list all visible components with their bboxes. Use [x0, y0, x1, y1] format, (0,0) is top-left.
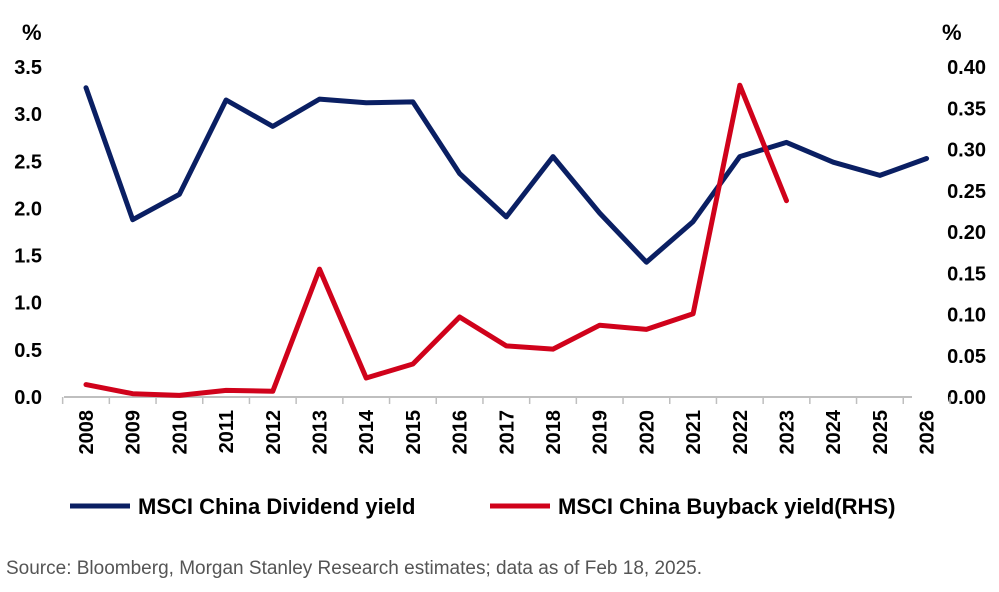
x-tick-label: 2023: [777, 410, 799, 455]
right-tick-label: 0.10: [947, 305, 986, 327]
x-tick-label: 2009: [123, 410, 145, 455]
source-note: Source: Bloomberg, Morgan Stanley Resear…: [6, 558, 702, 579]
right-axis-ticks: 0.40 0.35 0.30 0.25 0.20 0.15 0.10 0.05 0.00: [947, 57, 986, 409]
left-tick-label: 1.0: [14, 293, 42, 315]
left-axis-unit: %: [22, 20, 42, 45]
x-tick-label: 2021: [683, 410, 705, 455]
legend-label-dividend: MSCI China Dividend yield: [138, 494, 415, 519]
left-tick-label: 3.0: [14, 104, 42, 126]
legend-label-buyback: MSCI China Buyback yield(RHS): [558, 494, 895, 519]
left-tick-label: 0.0: [14, 387, 42, 409]
right-tick-label: 0.25: [947, 181, 986, 203]
x-axis-ticks: 2008 2009 2010 2011 2012 2013 2014 2015 2016 2017…: [61, 397, 951, 455]
right-axis-unit: %: [942, 20, 962, 45]
right-tick-label: 0.00: [947, 387, 986, 409]
x-tick-label: 2012: [263, 410, 285, 455]
x-tick-label: 2011: [216, 410, 238, 453]
dividend-yield-line: [83, 85, 930, 265]
x-tick-label: 2016: [450, 410, 472, 455]
x-tick-label: 2017: [496, 410, 518, 455]
x-tick-label: 2025: [870, 410, 892, 455]
left-tick-label: 2.5: [14, 151, 42, 173]
left-tick-label: 0.5: [14, 340, 42, 362]
x-tick-label: 2013: [310, 410, 332, 455]
left-tick-label: 3.5: [14, 57, 42, 79]
left-tick-label: 2.0: [14, 198, 42, 220]
left-axis-ticks: 3.5 3.0 2.5 2.0 1.5 1.0 0.5 0.0: [14, 57, 42, 409]
right-tick-label: 0.40: [947, 57, 986, 79]
left-tick-label: 1.5: [14, 246, 42, 268]
right-tick-label: 0.35: [947, 98, 986, 120]
x-tick-label: 2019: [590, 410, 612, 455]
buyback-yield-line: [83, 82, 789, 398]
right-tick-label: 0.05: [947, 346, 986, 368]
x-tick-label: 2024: [823, 409, 845, 454]
x-tick-label: 2018: [543, 410, 565, 455]
right-tick-label: 0.20: [947, 222, 986, 244]
x-tick-label: 2008: [76, 410, 98, 455]
right-tick-label: 0.15: [947, 263, 986, 285]
x-tick-label: 2015: [403, 410, 425, 455]
x-tick-label: 2022: [730, 410, 752, 455]
chart: % % 3.5 3.0 2.5 2.0 1.5 1.0 0.5 0.0 0.40 0.35 0.3…: [14, 20, 986, 519]
legend: MSCI China Dividend yield MSCI China Buy…: [70, 494, 895, 519]
x-tick-label: 2010: [169, 410, 191, 455]
right-tick-label: 0.30: [947, 140, 986, 162]
x-tick-label: 2014: [356, 409, 378, 454]
x-tick-label: 2026: [917, 410, 939, 455]
series-lines: [83, 82, 930, 398]
x-tick-label: 2020: [636, 410, 658, 455]
